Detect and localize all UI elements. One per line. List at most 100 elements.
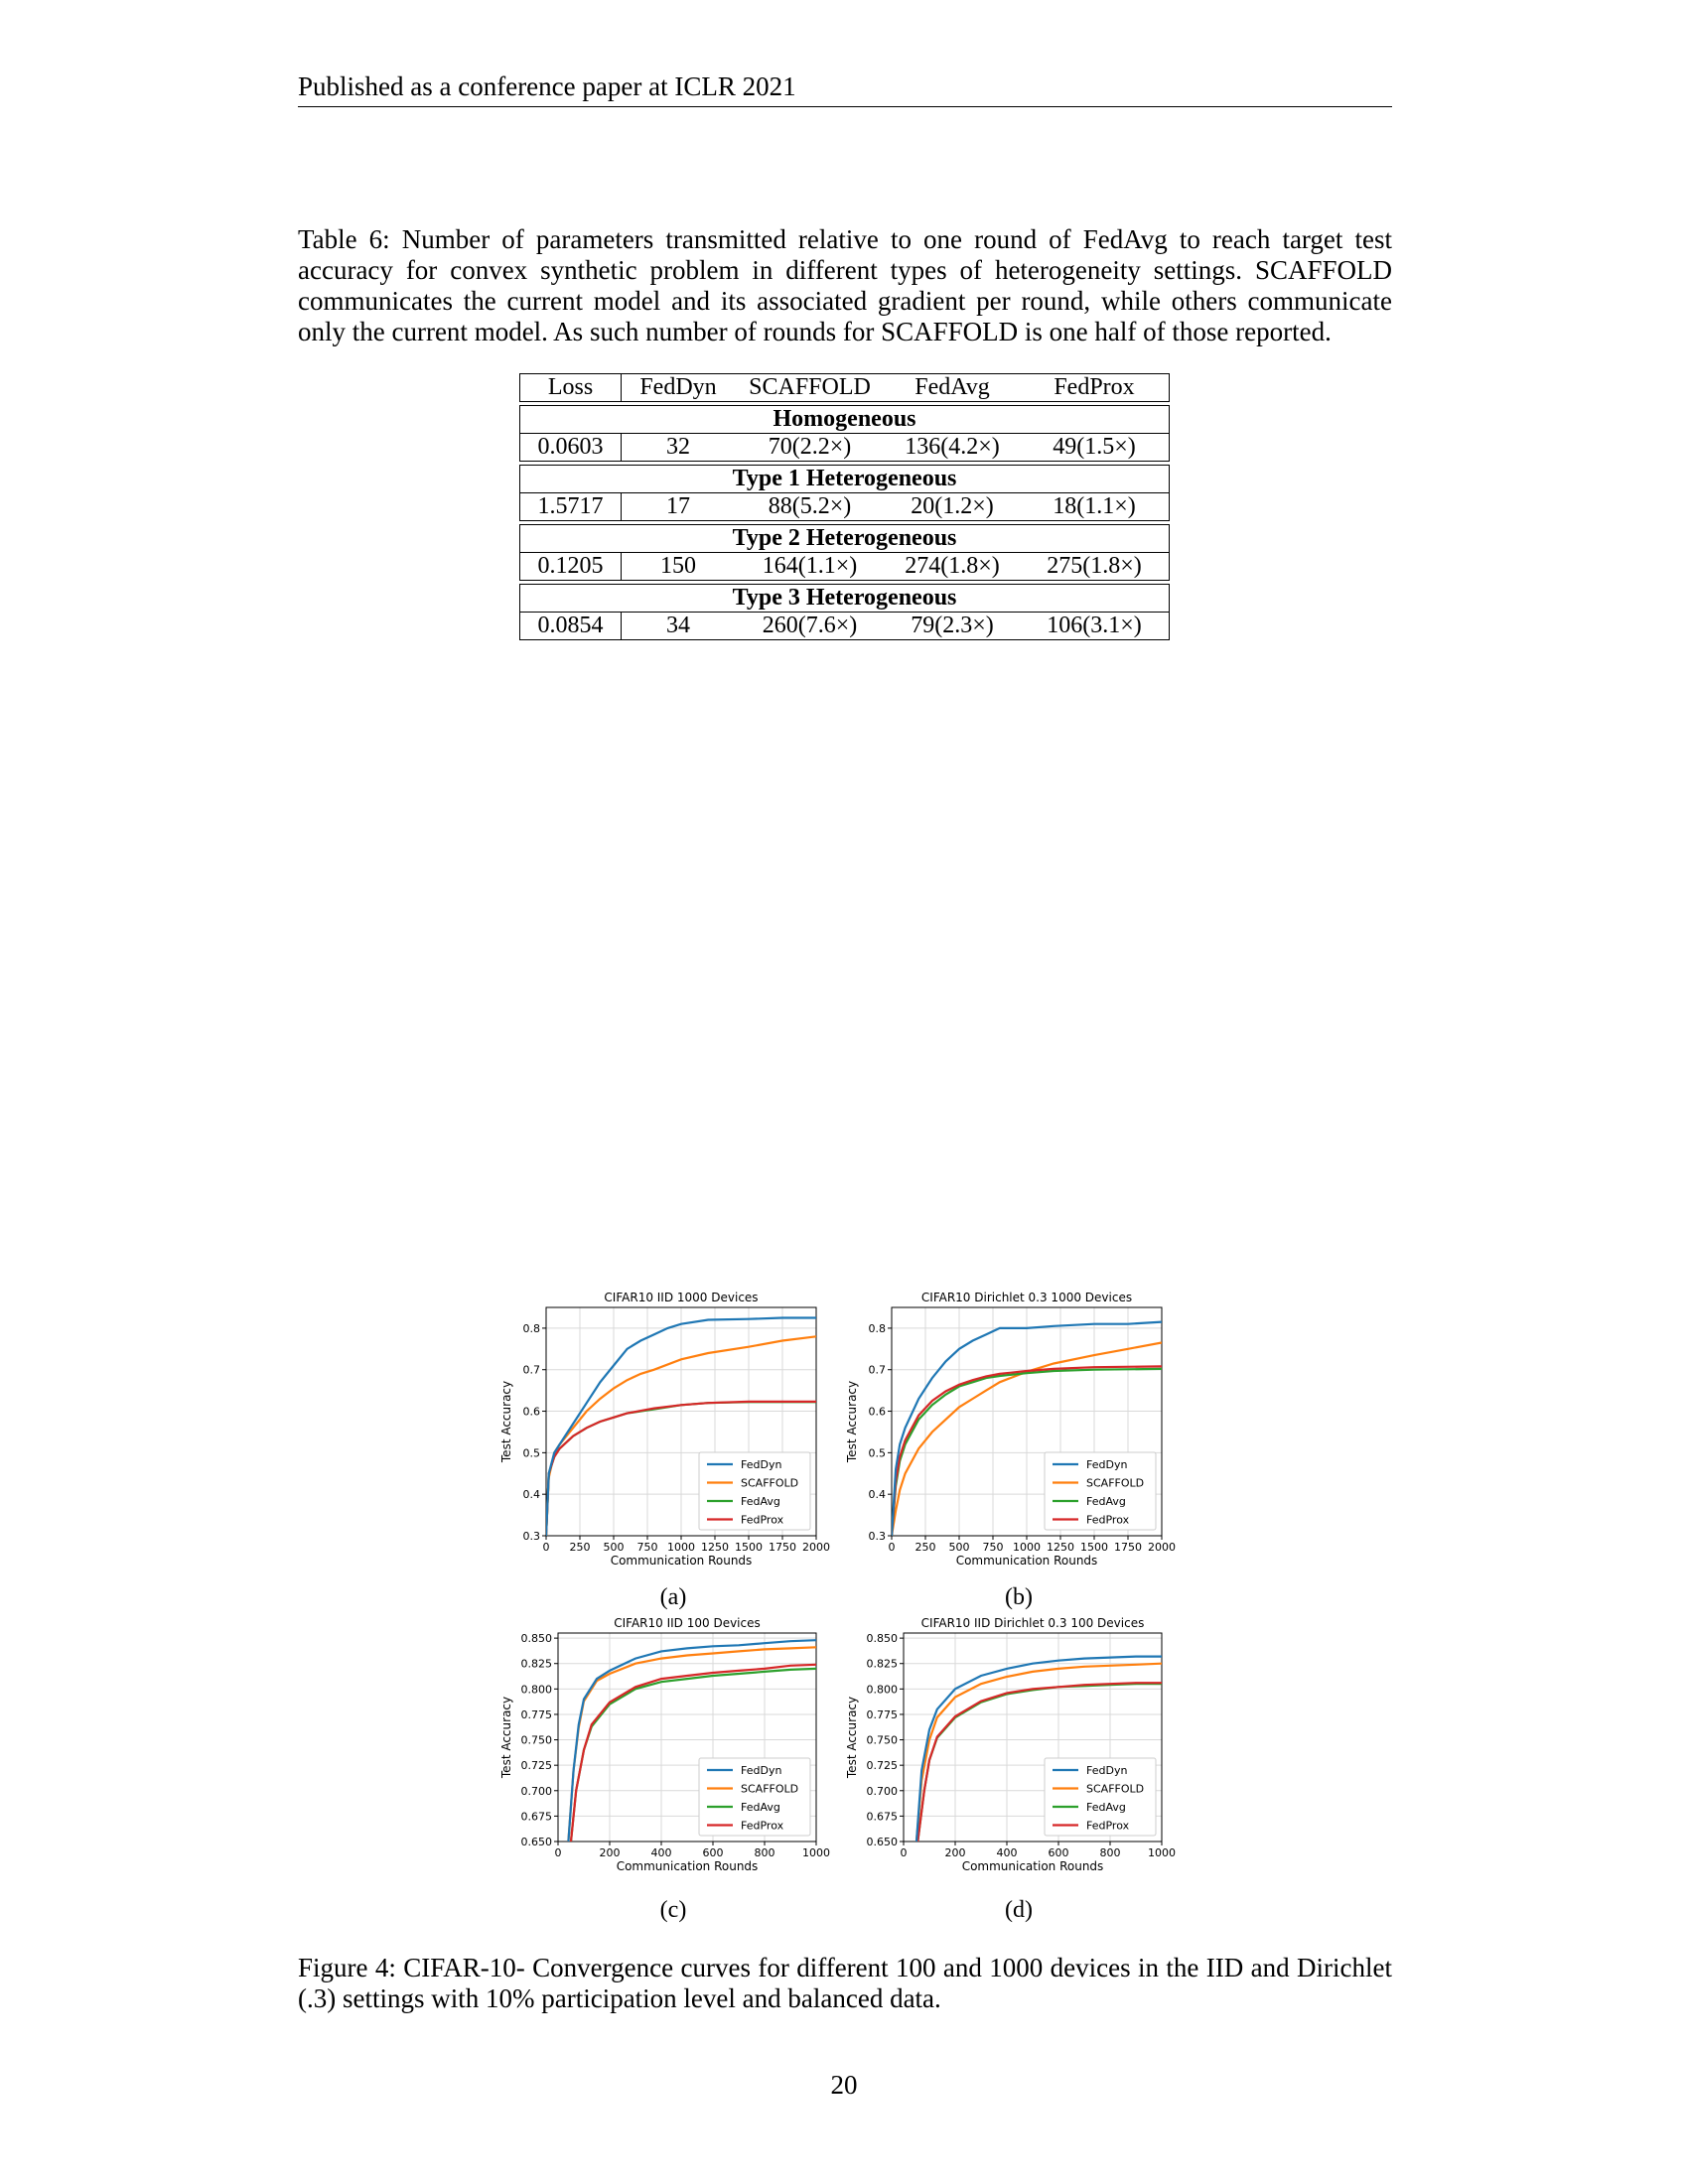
- xtick-label: 800: [1100, 1846, 1121, 1859]
- xtick-label: 1250: [701, 1541, 729, 1554]
- ytick-label: 0.3: [869, 1530, 887, 1543]
- cell-fedavg: 20(1.2×): [911, 493, 994, 519]
- xtick-label: 0: [901, 1846, 908, 1859]
- xtick-label: 250: [570, 1541, 591, 1554]
- table-header-row: Loss FedDyn SCAFFOLD FedAvg FedProx: [519, 373, 1170, 402]
- ytick-label: 0.850: [867, 1632, 899, 1645]
- page-number: 20: [830, 2070, 858, 2100]
- col-header-loss: Loss: [520, 374, 622, 401]
- xtick-label: 500: [949, 1541, 970, 1554]
- xtick-label: 1000: [1148, 1846, 1176, 1859]
- xtick-label: 2000: [1148, 1541, 1176, 1554]
- cell-loss: 0.1205: [520, 553, 622, 580]
- ytick-label: 0.675: [867, 1810, 899, 1823]
- chart-title: CIFAR10 IID 100 Devices: [614, 1616, 761, 1630]
- xtick-label: 200: [945, 1846, 966, 1859]
- cell-fedavg: 136(4.2×): [905, 434, 1000, 460]
- col-header-fedprox: FedProx: [1054, 374, 1135, 400]
- legend-label: SCAFFOLD: [1086, 1783, 1144, 1796]
- x-axis-label: Communication Rounds: [617, 1859, 759, 1873]
- y-axis-label: Test Accuracy: [845, 1697, 859, 1779]
- ytick-label: 0.8: [523, 1322, 541, 1335]
- cell-feddyn: 34: [666, 613, 690, 638]
- legend-box: [1044, 1451, 1157, 1531]
- cell-scaffold: 88(5.2×): [768, 493, 852, 519]
- legend-label: FedProx: [741, 1514, 784, 1527]
- ytick-label: 0.675: [521, 1810, 553, 1823]
- series-line-fedprox: [892, 1365, 1162, 1536]
- group-type2: Type 2 Heterogeneous: [519, 524, 1170, 552]
- cell-scaffold: 260(7.6×): [762, 613, 858, 638]
- y-axis-label: Test Accuracy: [845, 1381, 859, 1463]
- xtick-label: 400: [997, 1846, 1018, 1859]
- ytick-label: 0.5: [869, 1446, 887, 1459]
- cell-fedprox: 49(1.5×): [1053, 434, 1136, 460]
- ytick-label: 0.800: [867, 1683, 899, 1696]
- ytick-label: 0.8: [869, 1322, 887, 1335]
- legend-box: [1044, 1757, 1157, 1837]
- ytick-label: 0.750: [521, 1734, 553, 1747]
- legend-label: FedAvg: [1086, 1495, 1126, 1508]
- series-line-scaffold: [914, 1662, 1162, 1842]
- cell-feddyn: 17: [666, 493, 690, 519]
- plot-frame: [891, 1306, 1163, 1537]
- series-line-feddyn: [567, 1639, 816, 1842]
- series-line-fedprox: [569, 1663, 816, 1842]
- legend-label: FedAvg: [741, 1801, 780, 1814]
- legend-label: FedProx: [1086, 1820, 1130, 1833]
- chart-title: CIFAR10 IID Dirichlet 0.3 100 Devices: [921, 1616, 1145, 1630]
- ytick-label: 0.700: [867, 1785, 899, 1798]
- ytick-label: 0.7: [523, 1364, 541, 1377]
- table-row: 0.1205 150 164(1.1×) 274(1.8×) 275(1.8×): [519, 552, 1170, 581]
- chart-c-iid-100: CIFAR10 IID 100 Devices 0.650 0.675 0.700 0.…: [499, 1616, 830, 1873]
- cell-loss: 0.0603: [520, 434, 622, 461]
- xtick-label: 1250: [1047, 1541, 1074, 1554]
- ytick-label: 0.700: [521, 1785, 553, 1798]
- chart-title: CIFAR10 Dirichlet 0.3 1000 Devices: [921, 1291, 1132, 1304]
- legend-label: FedAvg: [741, 1495, 780, 1508]
- legend-label: SCAFFOLD: [1086, 1477, 1144, 1490]
- group-type1: Type 1 Heterogeneous: [519, 465, 1170, 492]
- xtick-label: 600: [703, 1846, 724, 1859]
- table-row: 1.5717 17 88(5.2×) 20(1.2×) 18(1.1×): [519, 492, 1170, 521]
- group-title: Type 3 Heterogeneous: [732, 585, 957, 611]
- xtick-label: 1750: [1114, 1541, 1142, 1554]
- cell-loss: 0.0854: [520, 613, 622, 639]
- xtick-label: 750: [983, 1541, 1004, 1554]
- cell-fedavg: 79(2.3×): [911, 613, 994, 638]
- ytick-label: 0.775: [521, 1708, 553, 1721]
- y-axis-label: Test Accuracy: [499, 1697, 513, 1779]
- cell-fedprox: 106(3.1×): [1047, 613, 1142, 638]
- subfigure-label-d: (d): [1005, 1897, 1033, 1923]
- series-line-feddyn: [914, 1655, 1162, 1842]
- col-header-feddyn: FedDyn: [639, 374, 717, 400]
- subfigure-label-b: (b): [1005, 1584, 1033, 1610]
- cell-feddyn: 150: [660, 553, 696, 579]
- ytick-label: 0.5: [523, 1446, 541, 1459]
- subfigure-label-a: (a): [659, 1584, 687, 1610]
- xtick-label: 2000: [802, 1541, 830, 1554]
- ytick-label: 0.6: [523, 1406, 541, 1419]
- xtick-label: 1000: [1013, 1541, 1041, 1554]
- figure-caption: Figure 4: CIFAR-10- Convergence curves f…: [298, 1953, 1392, 2013]
- xtick-label: 800: [755, 1846, 775, 1859]
- results-table: Loss FedDyn SCAFFOLD FedAvg FedProx Homo…: [519, 373, 1170, 643]
- xtick-label: 0: [543, 1541, 550, 1554]
- cell-fedprox: 18(1.1×): [1053, 493, 1136, 519]
- xtick-label: 400: [651, 1846, 672, 1859]
- cell-loss: 1.5717: [520, 493, 622, 520]
- ytick-label: 0.4: [523, 1488, 541, 1501]
- group-title: Homogeneous: [773, 406, 916, 432]
- cell-fedprox: 275(1.8×): [1047, 553, 1142, 579]
- legend-label: FedDyn: [741, 1764, 781, 1777]
- cell-scaffold: 164(1.1×): [762, 553, 858, 579]
- legend-label: SCAFFOLD: [741, 1783, 798, 1796]
- group-homogeneous: Homogeneous: [519, 405, 1170, 433]
- table-row: 0.0854 34 260(7.6×) 79(2.3×) 106(3.1×): [519, 612, 1170, 640]
- ytick-label: 0.725: [521, 1759, 553, 1772]
- legend-label: FedProx: [741, 1820, 784, 1833]
- ytick-label: 0.650: [867, 1836, 899, 1848]
- chart-b-dirichlet-1000: CIFAR10 Dirichlet 0.3 1000 Devices 0.3 0.4…: [845, 1291, 1176, 1568]
- ytick-label: 0.4: [869, 1488, 887, 1501]
- running-header: Published as a conference paper at ICLR …: [298, 71, 1392, 107]
